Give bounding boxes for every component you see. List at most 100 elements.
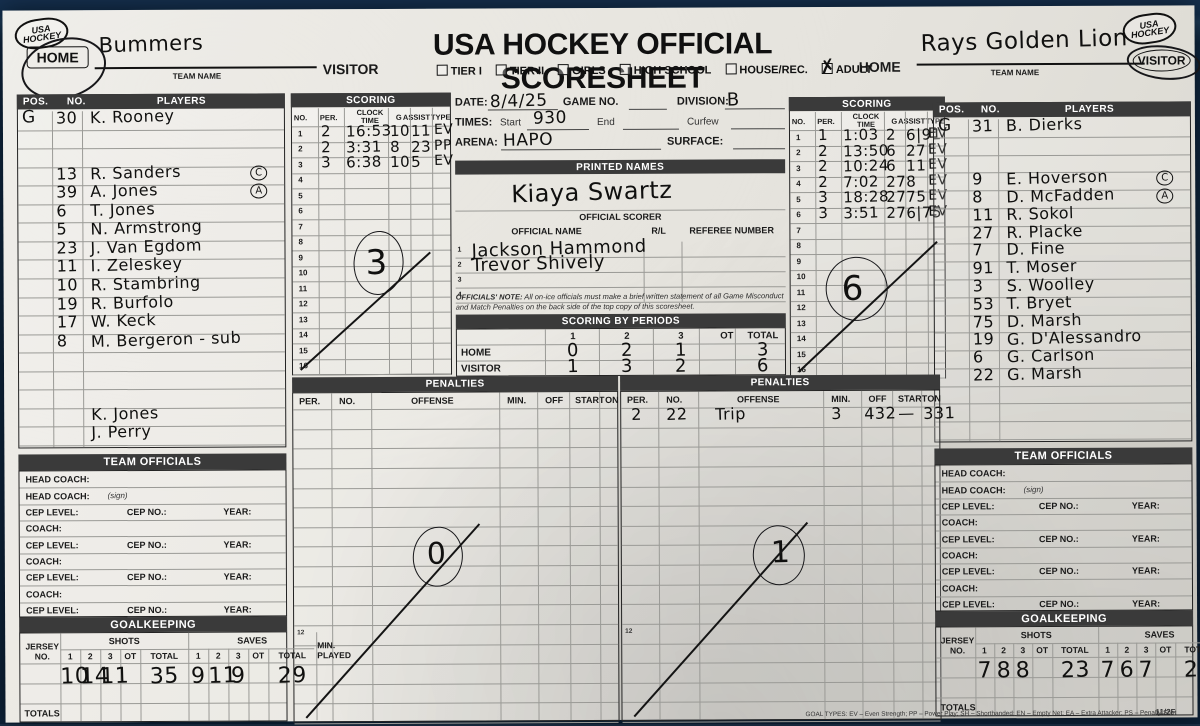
right-team-officials-title: TEAM OFFICIALS [934, 447, 1193, 465]
checkbox-tier-ii-icon[interactable] [495, 64, 507, 76]
pen-col-on: ON [927, 393, 941, 404]
goalkeeping-col-2: 2 [1001, 645, 1007, 656]
left-goals-circled-total: 3 [364, 242, 389, 284]
footer-goal-types: GOAL TYPES: EV – Even Strength; PP – Pow… [805, 709, 1177, 719]
goalkeeping-col-total: TOTAL [1184, 644, 1200, 655]
table-row: 3 3:51 27 6|75 EV [790, 203, 948, 223]
player-number: 22 [972, 364, 995, 385]
player-number: 7 [972, 240, 984, 260]
team-officials-row-rule [935, 529, 1192, 532]
team-official-label: COACH: [25, 588, 63, 600]
game-info-block: DATE: 8/4/25 GAME NO. DIVISION: B TIMES:… [454, 89, 786, 154]
scoring-row-number: 6 [298, 206, 303, 216]
pen-col-min: MIN. [507, 395, 527, 406]
official-scorer-caption: OFFICIAL SCORER [579, 211, 662, 223]
goal-type: PP [433, 136, 453, 154]
checkbox-girls-icon[interactable] [558, 64, 570, 76]
team-official-label: HEAD COACH: [25, 474, 90, 485]
classification-option-high-school[interactable]: HIGH SCHOOL [619, 63, 711, 77]
right-scoring-panel: NO. PER. CLOCK TIME G ASSIST TYPE 1 1 1:03 2 6|91 EV… [788, 96, 948, 380]
scoring-col-assist: ASSIST [898, 116, 926, 126]
pen-divider-3 [860, 390, 864, 719]
scoring-col-no: NO. [293, 113, 308, 123]
checkbox-house-rec-icon[interactable] [725, 63, 737, 75]
goalkeeping-col-3: 3 [235, 650, 241, 661]
scoring-col-no: NO. [791, 117, 806, 127]
goalkeeping-shots-label: SHOTS [1020, 630, 1052, 641]
goal-period: 3 [818, 203, 829, 222]
team-officials-row-rule [935, 546, 1192, 549]
team-officials-row-rule [19, 535, 286, 538]
scoring-row-number: 12 [298, 299, 308, 309]
scoring-row-rule [293, 373, 452, 376]
official-name: Trevor Shively [471, 251, 606, 277]
team-official-label: CEP LEVEL: [25, 539, 79, 551]
pen-col-offense: OFFENSE [411, 395, 454, 406]
times-label: TIMES: [454, 116, 493, 129]
goal-period: 3 [320, 153, 332, 172]
team-official-sign-note: (sign) [107, 490, 128, 500]
surface-label: SURFACE: [667, 135, 724, 148]
table-row: G 31 B. Dierks [934, 114, 1190, 137]
right-penalties-title: PENALTIES [620, 374, 941, 391]
scoring-row-number: 9 [298, 253, 304, 263]
team-official-year-label: YEAR: [223, 604, 252, 615]
official-scorer-value: Kiaya Swartz [510, 175, 673, 209]
player-position: G [937, 115, 952, 136]
team-official-label: CEP LEVEL: [941, 533, 995, 545]
checkbox-high-school-icon[interactable] [619, 63, 631, 75]
goalkeeping-col-ot: OT [252, 650, 265, 661]
team-official-label: CEP LEVEL: [941, 566, 995, 577]
player-badge-c: C [250, 165, 268, 181]
goal-clock-time: 3:51 [842, 202, 879, 222]
scoring-row-number: 13 [298, 315, 308, 325]
division-label: DIVISION: [676, 95, 729, 108]
team-official-label: CEP LEVEL: [26, 605, 79, 616]
pen-divider-1 [371, 392, 374, 721]
officials-row-number: 2 [457, 261, 462, 269]
goalkeeping-saves-value: 6 [1119, 657, 1135, 683]
scoring-col-per: PER. [817, 116, 835, 127]
goalkeeping-jersey-label-1: JERSEY [940, 635, 975, 646]
left-roster-col-players: PLAYERS [156, 95, 206, 107]
penalty-player-number: 22 [666, 404, 688, 424]
goalkeeping-saves-value: 20 [1183, 656, 1200, 683]
classification-option-tier-i[interactable]: TIER I [436, 64, 482, 78]
left-roster-col-pos: POS. [22, 96, 49, 108]
page-title: USA HOCKEY OFFICIAL SCORESHEET [432, 27, 773, 96]
classification-option-house-rec[interactable]: HOUSE/REC. [725, 63, 808, 76]
team-officials-row-rule [19, 503, 286, 506]
sbp-value: 3 [620, 355, 634, 378]
goalkeeping-saves-value: 7 [1138, 657, 1154, 683]
scoring-row-rule [790, 237, 945, 240]
goalkeeping-jersey-label-1: JERSEY [25, 641, 60, 652]
pen-col-no: NO. [339, 396, 356, 407]
pen-divider-0 [331, 393, 334, 722]
goalkeeping-col-ot: OT [1036, 645, 1049, 656]
player-name: R. Burfolo [90, 291, 175, 313]
left-team-name-value: Bummers [98, 30, 204, 58]
printed-names-title: PRINTED NAMES [455, 159, 786, 175]
team-officials-row-rule [19, 519, 286, 522]
team-official-label: COACH: [941, 517, 978, 528]
pen-col-per: PER. [299, 396, 321, 407]
right-scoring-title: SCORING [788, 96, 945, 112]
pen-col-on: ON [605, 394, 619, 405]
goalkeeping-min-label-2: PLAYED [317, 650, 351, 661]
goalkeeping-min-label-1: MIN. [317, 640, 336, 651]
player-number: 11 [972, 204, 994, 225]
checkbox-tier-i-icon[interactable] [436, 64, 448, 76]
classification-option-girls[interactable]: GIRLS [558, 64, 606, 77]
table-row: J. Perry [19, 422, 285, 446]
scoring-row-rule [292, 327, 451, 329]
classification-option-tier-ii[interactable]: TIER II [495, 64, 544, 77]
goalkeeping-col-1: 1 [1105, 644, 1110, 655]
pen-col-per: PER. [627, 394, 649, 405]
player-name: W. Keck [90, 310, 157, 332]
left-scoring-title: SCORING [290, 92, 451, 108]
goalkeeping-col-2: 2 [215, 650, 221, 661]
player-number: 13 [55, 163, 78, 184]
goalkeeping-shots-value: 23 [1060, 657, 1090, 684]
goal-assist: 5 [410, 152, 422, 171]
team-officials-row-rule [19, 486, 286, 489]
